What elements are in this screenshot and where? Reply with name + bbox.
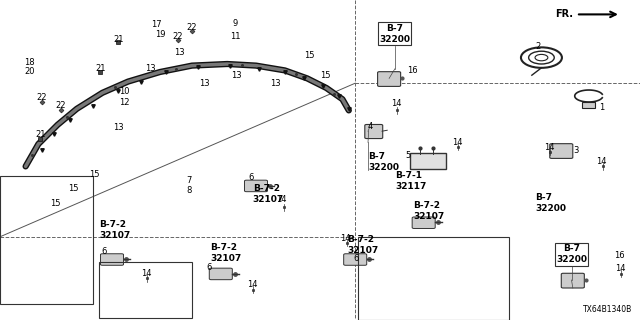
FancyBboxPatch shape [100, 254, 124, 265]
Text: 6: 6 [101, 247, 106, 256]
FancyBboxPatch shape [344, 254, 367, 265]
Text: 22: 22 [56, 101, 66, 110]
Text: 16: 16 [407, 66, 417, 75]
Text: 11: 11 [230, 32, 241, 41]
Bar [582, 102, 595, 108]
Bar [358, 237, 509, 320]
Text: B-7-2
32107: B-7-2 32107 [413, 201, 445, 221]
Text: 14: 14 [452, 138, 463, 147]
Text: 14: 14 [340, 234, 351, 243]
Text: 5: 5 [405, 151, 410, 160]
Text: FR.: FR. [555, 9, 573, 20]
Text: 14: 14 [596, 157, 607, 166]
Text: 13: 13 [145, 64, 156, 73]
Text: B-7-2
32107: B-7-2 32107 [210, 243, 241, 263]
FancyBboxPatch shape [410, 153, 446, 169]
FancyBboxPatch shape [244, 180, 268, 192]
Text: B-7-2
32107: B-7-2 32107 [253, 184, 284, 204]
Text: 22: 22 [173, 32, 183, 41]
Text: 6: 6 [354, 254, 359, 263]
Text: 3: 3 [573, 146, 579, 155]
Text: 22: 22 [36, 93, 47, 102]
FancyBboxPatch shape [209, 268, 232, 280]
Text: B-7
32200: B-7 32200 [380, 24, 410, 44]
Text: 13: 13 [113, 124, 124, 132]
Text: 15: 15 [89, 170, 99, 179]
Text: 21: 21 [35, 130, 45, 139]
Text: B-7
32200: B-7 32200 [368, 152, 399, 172]
FancyBboxPatch shape [365, 124, 383, 139]
Text: 14: 14 [141, 269, 151, 278]
Text: 15: 15 [320, 71, 330, 80]
Text: 14: 14 [392, 100, 402, 108]
FancyBboxPatch shape [561, 273, 584, 288]
Text: 21: 21 [113, 36, 124, 44]
Text: 15: 15 [304, 52, 314, 60]
Text: 1: 1 [599, 103, 604, 112]
Text: B-7-2
32107: B-7-2 32107 [348, 235, 379, 255]
Text: 6: 6 [249, 173, 254, 182]
Text: 21: 21 [95, 64, 106, 73]
Text: 12: 12 [120, 98, 130, 107]
Text: 15: 15 [68, 184, 79, 193]
Text: 19: 19 [155, 30, 165, 39]
Bar [0, 176, 93, 304]
Text: 20: 20 [24, 68, 35, 76]
Text: 2: 2 [535, 42, 540, 51]
Bar [99, 262, 192, 318]
Text: B-7-1
32117: B-7-1 32117 [396, 171, 427, 191]
Text: 16: 16 [614, 252, 625, 260]
Text: 14: 14 [247, 280, 257, 289]
Text: 13: 13 [200, 79, 210, 88]
Text: B-7
32200: B-7 32200 [535, 193, 566, 213]
Text: 15: 15 [50, 199, 60, 208]
Text: 14: 14 [616, 264, 626, 273]
Text: 14: 14 [276, 196, 287, 204]
Text: 13: 13 [231, 71, 241, 80]
Text: 9: 9 [233, 20, 238, 28]
Text: 14: 14 [544, 143, 554, 152]
Text: 4: 4 [367, 122, 372, 131]
FancyBboxPatch shape [550, 144, 573, 158]
Text: 13: 13 [270, 79, 280, 88]
Text: 13: 13 [174, 48, 184, 57]
FancyBboxPatch shape [412, 217, 435, 228]
Text: TX64B1340B: TX64B1340B [583, 305, 632, 314]
Text: 7: 7 [186, 176, 191, 185]
Text: 22: 22 [187, 23, 197, 32]
Text: 6: 6 [207, 263, 212, 272]
Text: 8: 8 [186, 186, 191, 195]
Text: 18: 18 [24, 58, 35, 67]
Text: 10: 10 [120, 87, 130, 96]
FancyBboxPatch shape [378, 72, 401, 86]
Text: 17: 17 [152, 20, 162, 29]
Text: B-7-2
32107: B-7-2 32107 [99, 220, 131, 240]
Text: B-7
32200: B-7 32200 [556, 244, 587, 264]
